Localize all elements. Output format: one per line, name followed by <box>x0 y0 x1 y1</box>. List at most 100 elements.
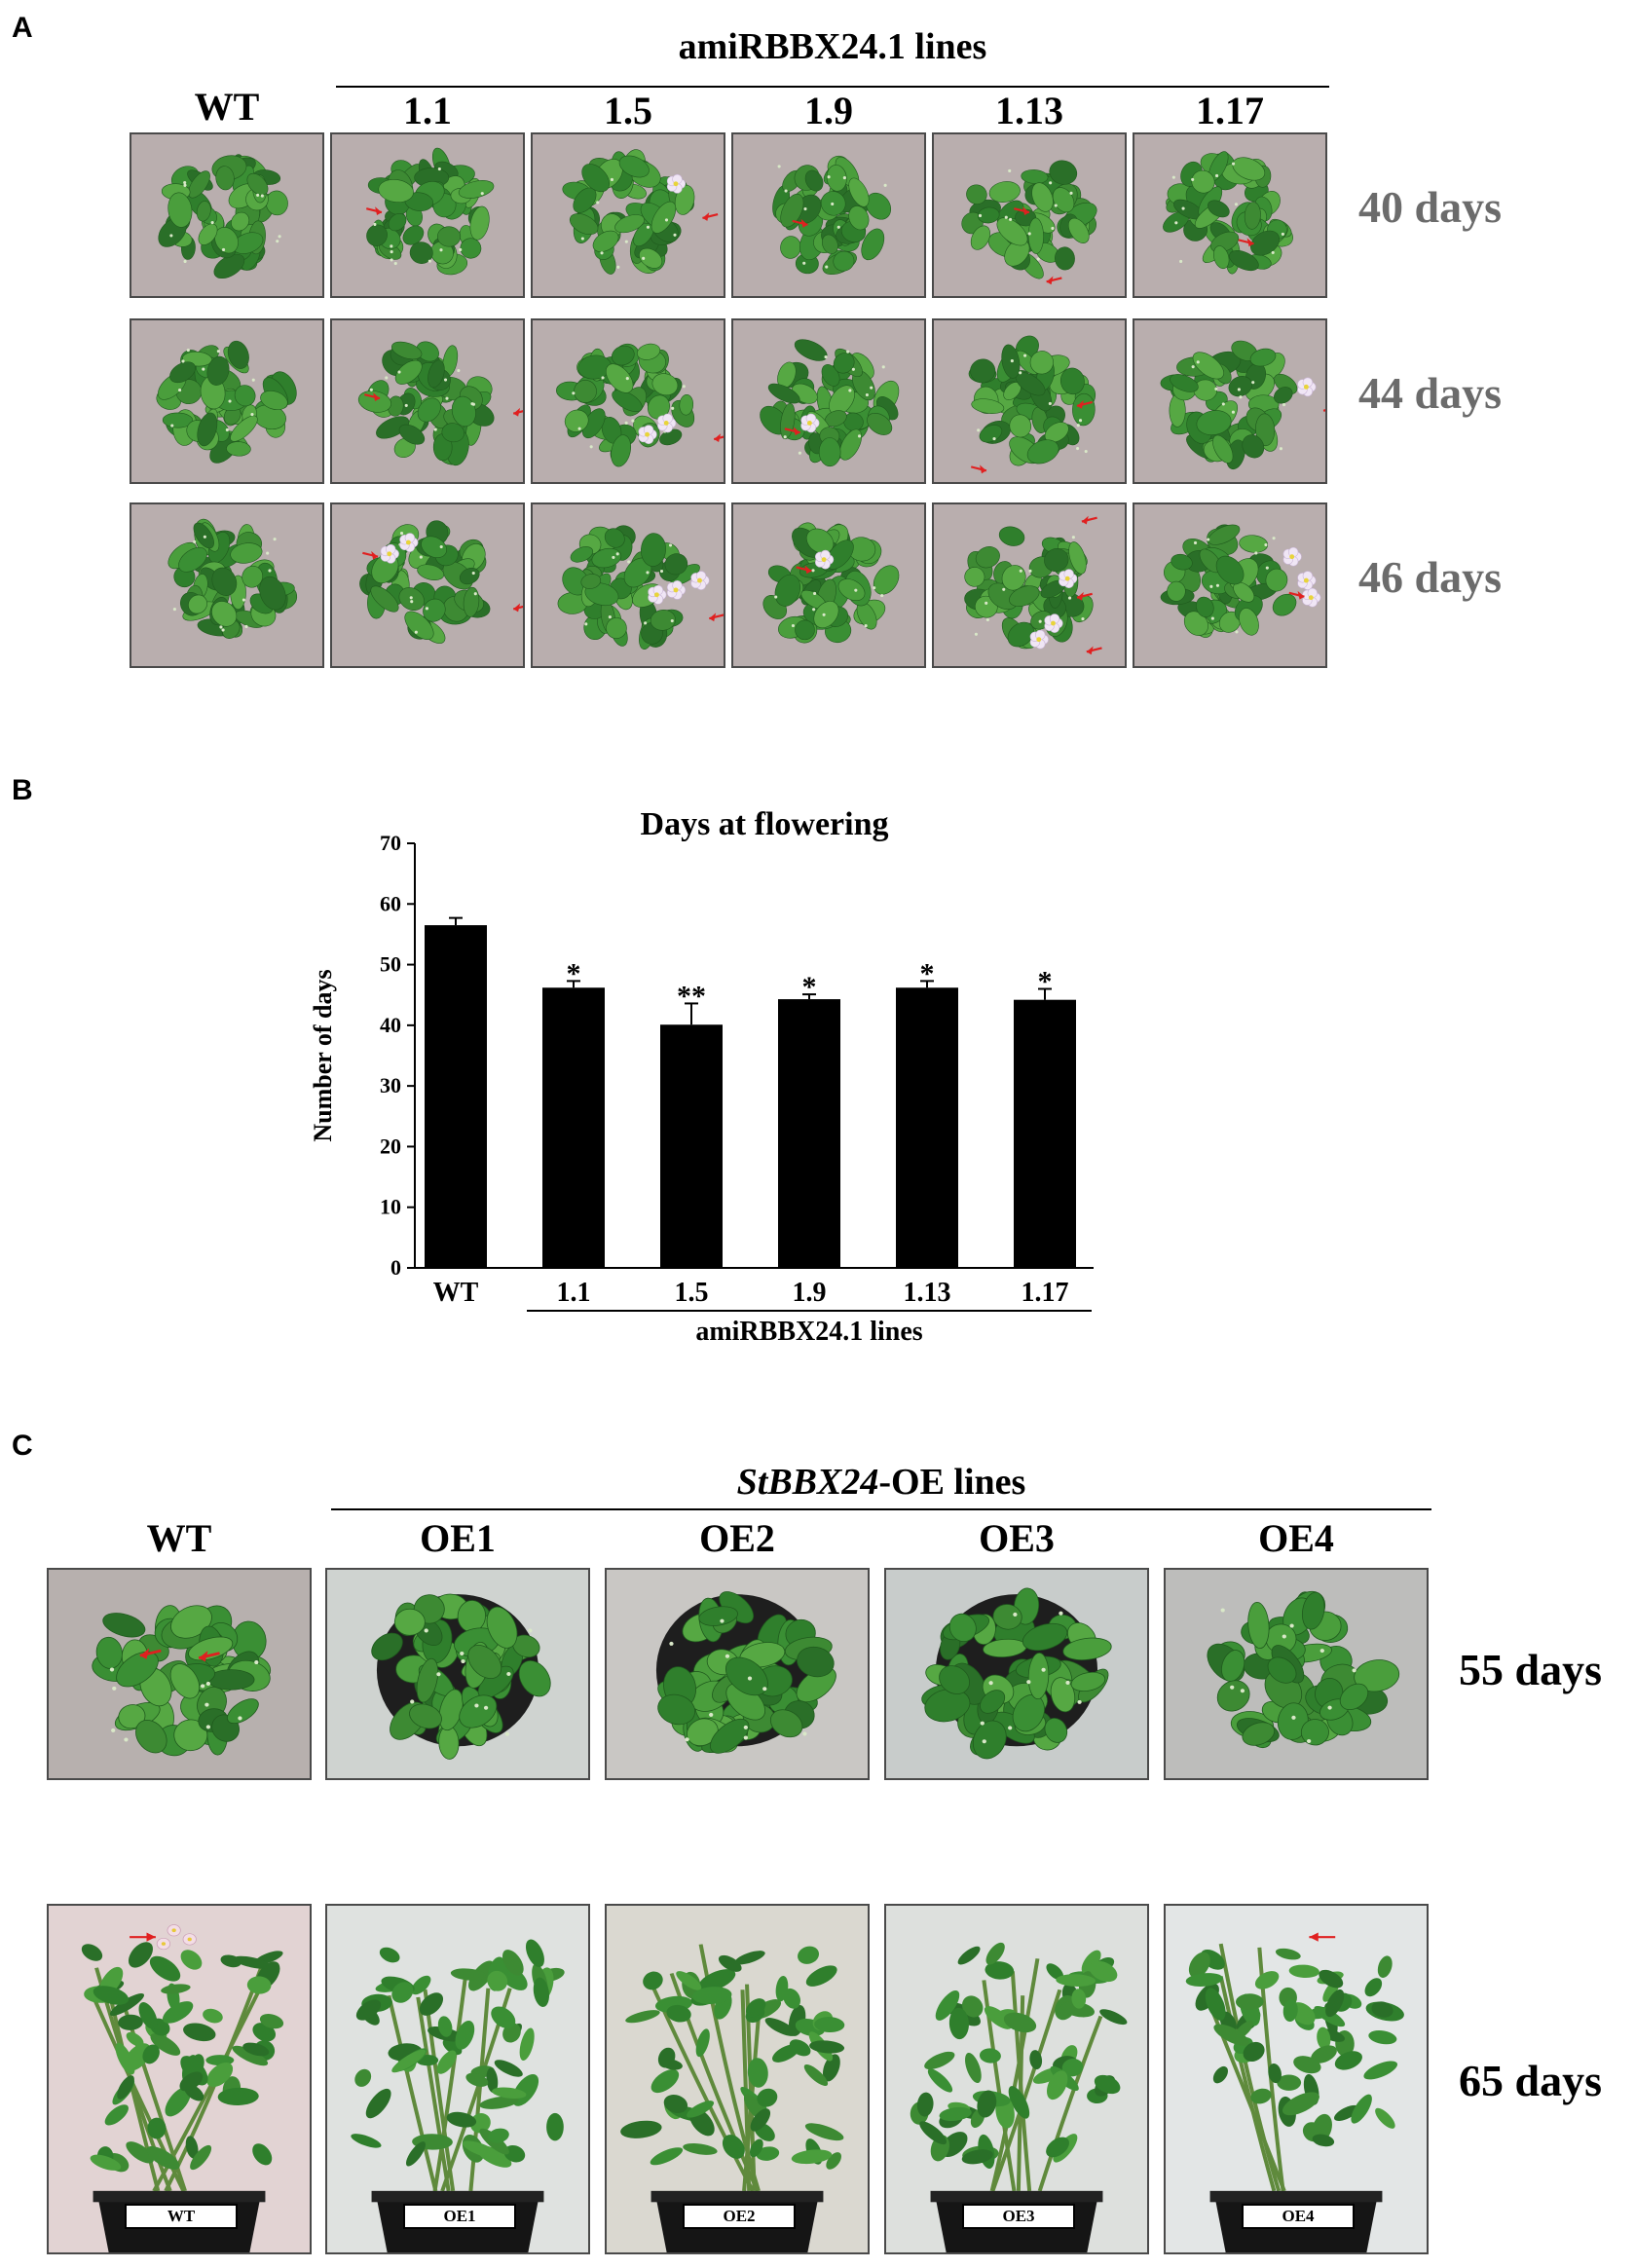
plant-photo <box>130 502 324 668</box>
plant-photo <box>531 318 725 484</box>
panel-c-col-label: OE2 <box>699 1516 775 1560</box>
plant-photo: OE3 <box>884 1904 1149 2254</box>
panel-a-col-label: 1.13 <box>995 89 1063 132</box>
group-label: amiRBBX24.1 lines <box>695 1317 922 1347</box>
panel-a-group-title: amiRBBX24.1 lines <box>678 26 987 67</box>
bar <box>896 987 958 1268</box>
plant-photo: OE2 <box>605 1904 870 2254</box>
x-tick-label: 1.17 <box>1022 1278 1069 1308</box>
plant-side-view <box>327 1906 588 2252</box>
plant-top-view <box>733 320 924 482</box>
plant-top-view <box>733 134 924 296</box>
pot-label: OE2 <box>683 2204 796 2229</box>
panel-a-col-label: 1.1 <box>403 89 452 132</box>
plant-photo <box>330 132 525 298</box>
bar <box>660 1024 723 1268</box>
panel-b-letter: B <box>12 774 33 806</box>
plant-top-view <box>131 320 322 482</box>
plant-photo <box>325 1568 590 1780</box>
plant-photo <box>932 318 1127 484</box>
plant-top-view <box>934 134 1125 296</box>
plant-photo <box>1164 1568 1429 1780</box>
plant-top-view <box>49 1570 310 1778</box>
pot-label: OE4 <box>1242 2204 1355 2229</box>
plant-photo <box>731 132 926 298</box>
significance-label: * <box>920 957 935 989</box>
plant-side-view <box>49 1906 310 2252</box>
panel-c-row-label: 65 days <box>1459 2056 1602 2105</box>
y-tick-label: 30 <box>380 1073 401 1097</box>
plant-top-view <box>327 1570 588 1778</box>
plant-top-view <box>533 134 724 296</box>
bar <box>1014 999 1076 1268</box>
plant-top-view <box>1134 320 1325 482</box>
plant-photo <box>1133 132 1327 298</box>
plant-photo <box>605 1568 870 1780</box>
panel-a-row-label: 44 days <box>1358 368 1502 418</box>
plant-photo: OE4 <box>1164 1904 1429 2254</box>
plant-photo: WT <box>47 1904 312 2254</box>
y-axis-label: Number of days <box>309 969 337 1141</box>
x-tick-label: 1.9 <box>793 1278 827 1308</box>
panel-c-col-label: WT <box>146 1516 212 1560</box>
plant-top-view <box>934 504 1125 666</box>
plant-top-view <box>607 1570 868 1778</box>
pot-label: WT <box>125 2204 238 2229</box>
panel-c-group-title: StBBX24-OE lines <box>331 1461 1431 1504</box>
panel-a-col-label: 1.17 <box>1196 89 1264 132</box>
plant-photo <box>1133 318 1327 484</box>
plant-top-view <box>332 320 523 482</box>
plant-photo <box>130 132 324 298</box>
plant-photo <box>1133 502 1327 668</box>
significance-label: * <box>567 957 581 989</box>
plant-photo <box>130 318 324 484</box>
y-tick-label: 10 <box>380 1195 401 1219</box>
panel-a-col-label: 1.5 <box>604 89 652 132</box>
panel-c-group-title-suffix: -OE lines <box>878 1462 1026 1503</box>
plant-photo <box>330 502 525 668</box>
plant-photo <box>531 132 725 298</box>
plant-photo: OE1 <box>325 1904 590 2254</box>
plant-top-view <box>131 134 322 296</box>
pot-label: OE3 <box>962 2204 1075 2229</box>
plant-photo <box>884 1568 1149 1780</box>
panel-a-row-label: 46 days <box>1358 552 1502 602</box>
plant-photo <box>731 502 926 668</box>
plant-top-view <box>1166 1570 1427 1778</box>
panel-c-row-label: 55 days <box>1459 1645 1602 1694</box>
plant-photo <box>731 318 926 484</box>
panel-a-row-label: 40 days <box>1358 182 1502 232</box>
panel-c-group-line <box>331 1508 1431 1510</box>
plant-side-view <box>1166 1906 1427 2252</box>
plant-side-view <box>886 1906 1147 2252</box>
plant-photo <box>47 1568 312 1780</box>
y-tick-label: 0 <box>390 1255 401 1280</box>
y-tick-label: 50 <box>380 952 401 977</box>
plant-top-view <box>131 504 322 666</box>
plant-photo <box>932 132 1127 298</box>
pot-label: OE1 <box>403 2204 516 2229</box>
plant-top-view <box>1134 504 1325 666</box>
y-tick-label: 60 <box>380 891 401 915</box>
panel-c-col-label: OE4 <box>1258 1516 1334 1560</box>
chart-title: Days at flowering <box>641 806 889 842</box>
plant-photo <box>531 502 725 668</box>
panel-c-col-label: OE3 <box>979 1516 1055 1560</box>
significance-label: * <box>1038 965 1053 997</box>
plant-top-view <box>332 134 523 296</box>
plant-top-view <box>332 504 523 666</box>
bar <box>778 999 840 1268</box>
plant-photo <box>932 502 1127 668</box>
plant-top-view <box>533 504 724 666</box>
panel-c-col-label: OE1 <box>420 1516 496 1560</box>
plant-top-view <box>886 1570 1147 1778</box>
panel-c-group-title-gene: StBBX24 <box>736 1462 879 1503</box>
y-tick-label: 70 <box>380 831 401 855</box>
panel-a-col-label: 1.9 <box>804 89 853 132</box>
plant-top-view <box>733 504 924 666</box>
significance-label: ** <box>677 980 706 1012</box>
plant-side-view <box>607 1906 868 2252</box>
x-tick-label: 1.13 <box>904 1278 951 1308</box>
panel-c-letter: C <box>12 1430 33 1462</box>
significance-label: * <box>802 971 817 1003</box>
